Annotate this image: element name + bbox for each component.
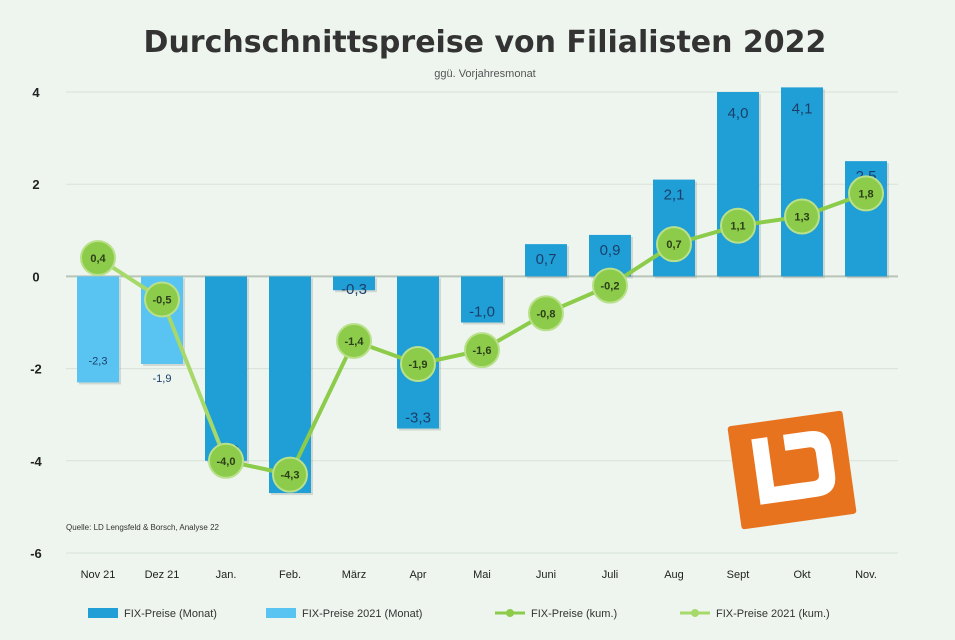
bar-data-label: 2,1 xyxy=(664,187,685,204)
x-tick-label: Feb. xyxy=(279,569,301,581)
line-point xyxy=(336,322,372,359)
y-tick-label: 4 xyxy=(32,85,40,100)
line-point xyxy=(272,456,308,493)
y-tick-label: -4 xyxy=(30,454,42,469)
legend-swatch xyxy=(88,608,118,618)
line-point xyxy=(144,281,180,318)
x-tick-label: Aug xyxy=(664,569,684,581)
x-tick-label: März xyxy=(342,569,366,581)
line-point xyxy=(400,345,436,382)
x-tick-label: Mai xyxy=(473,569,491,581)
line-point xyxy=(720,207,756,244)
bar xyxy=(525,244,567,277)
y-axis-ticks: 4 2 0 -2 -4 -6 xyxy=(30,85,42,561)
bar xyxy=(205,276,247,461)
line-point xyxy=(80,239,116,276)
logo-background xyxy=(727,410,857,530)
legend-swatch xyxy=(266,608,296,618)
point-data-label: -0,2 xyxy=(601,281,620,293)
point-data-label: -1,6 xyxy=(473,345,492,357)
bar xyxy=(333,276,375,291)
x-tick-label: Nov. xyxy=(855,569,877,581)
x-axis-ticks: Nov 21 Dez 21 Jan. Feb. März Apr Mai Juni Juli Au… xyxy=(81,569,877,581)
point-data-label: -1,4 xyxy=(345,336,365,348)
bar-data-label: 0,9 xyxy=(600,242,621,259)
legend-swatch-marker xyxy=(506,609,514,617)
line-point xyxy=(848,175,884,212)
chart-subtitle: ggü. Vorjahresmonat xyxy=(434,68,536,80)
bar-data-label: 0,7 xyxy=(536,251,557,268)
line-point xyxy=(656,226,692,263)
bars: -4,0-4,7-0,3-3,3-1,00,70,92,14,04,12,5-2… xyxy=(77,87,889,496)
bar-data-label: 4,0 xyxy=(728,105,749,122)
legend-label: FIX-Preise (kum.) xyxy=(531,608,617,620)
y-tick-label: 2 xyxy=(32,177,39,192)
ld-logo xyxy=(727,410,857,530)
x-tick-label: Juli xyxy=(602,569,619,581)
bar xyxy=(781,87,823,277)
line-point xyxy=(784,198,820,235)
source-note: Quelle: LD Lengsfeld & Borsch, Analyse 2… xyxy=(66,523,220,532)
point-data-label: -0,5 xyxy=(153,294,172,306)
cumulative-lines: -4,0 -4,3 -1,4 -1,9 -1,6 -0,8 -0,2 0,7 1,1 1,3 1,8… xyxy=(80,175,884,493)
legend-label: FIX-Preise 2021 (Monat) xyxy=(302,608,422,620)
chart-title: Durchschnittspreise von Filialisten 2022 xyxy=(144,25,827,60)
legend-swatch-marker xyxy=(691,609,699,617)
x-tick-label: Nov 21 xyxy=(81,569,116,581)
point-data-label: -4,0 xyxy=(217,456,236,468)
x-tick-label: Dez 21 xyxy=(145,569,180,581)
line-point xyxy=(528,295,564,332)
point-data-label: 1,3 xyxy=(794,211,809,223)
line-point xyxy=(208,442,244,479)
y-tick-label: -6 xyxy=(30,546,42,561)
x-tick-label: Jan. xyxy=(216,569,237,581)
point-data-label: 0,4 xyxy=(90,253,106,265)
bar-data-label: -1,9 xyxy=(153,373,172,385)
line-point xyxy=(592,267,628,304)
x-tick-label: Okt xyxy=(793,569,810,581)
logo-letter-d xyxy=(783,430,836,501)
point-data-label: -4,3 xyxy=(281,470,300,482)
bar-data-label: -0,3 xyxy=(341,281,367,298)
bar xyxy=(77,276,119,383)
bar-data-label: -3,3 xyxy=(405,410,431,427)
bar xyxy=(461,276,503,323)
point-data-label: 1,8 xyxy=(858,188,873,200)
legend: FIX-Preise (Monat) FIX-Preise 2021 (Monat… xyxy=(88,608,830,620)
x-tick-label: Juni xyxy=(536,569,556,581)
bar-data-label: 4,1 xyxy=(792,100,813,117)
x-tick-label: Apr xyxy=(409,569,426,581)
y-tick-label: -2 xyxy=(30,362,42,377)
point-data-label: -0,8 xyxy=(537,308,556,320)
bar xyxy=(717,92,759,277)
x-tick-label: Sept xyxy=(727,569,750,581)
point-data-label: -1,9 xyxy=(409,359,428,371)
point-data-label: 0,7 xyxy=(666,239,681,251)
bar-data-label: -1,0 xyxy=(469,304,495,321)
line-point xyxy=(464,332,500,369)
bar-data-label: -2,3 xyxy=(89,355,108,367)
y-tick-label: 0 xyxy=(32,269,39,284)
legend-label: FIX-Preise (Monat) xyxy=(124,608,217,620)
legend-label: FIX-Preise 2021 (kum.) xyxy=(716,608,830,620)
point-data-label: 1,1 xyxy=(730,221,745,233)
